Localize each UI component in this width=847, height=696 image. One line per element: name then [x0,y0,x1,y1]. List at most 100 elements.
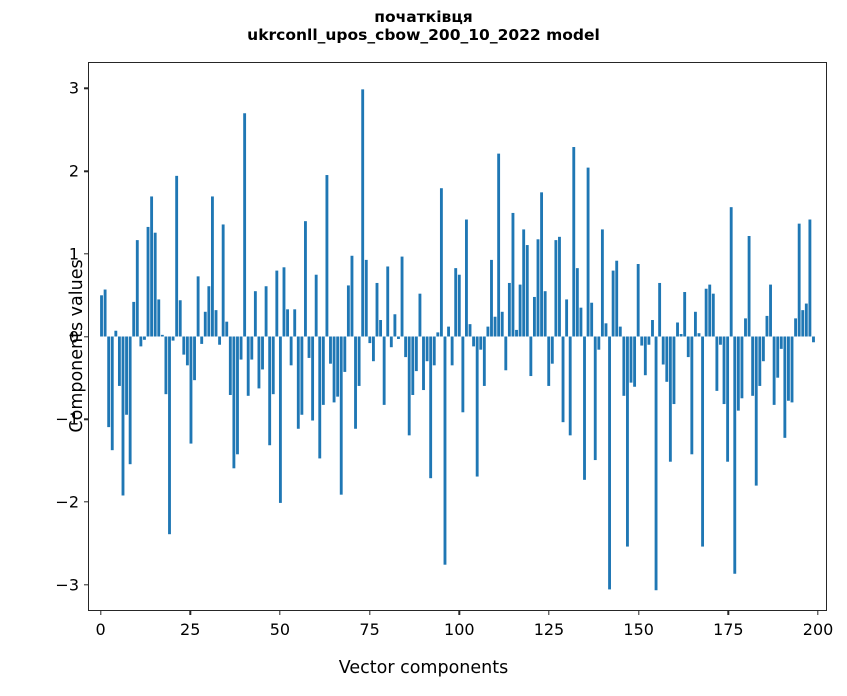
x-tick-mark [99,611,102,615]
bar [210,196,214,337]
bar [472,336,476,347]
bar [629,336,633,383]
bar [719,336,722,345]
bar [690,336,694,455]
bar [729,207,733,337]
x-tick-label: 100 [444,620,475,639]
bar [439,188,443,337]
bar [611,270,615,337]
bar [261,336,264,370]
chart-title-line-1: початківця [374,8,473,26]
bar [346,285,350,337]
bar [758,336,762,386]
bar [404,336,408,358]
bar [386,266,390,337]
bar [379,320,383,337]
bar [196,276,200,337]
bar [704,288,708,337]
bar [679,334,683,337]
bar [307,336,311,358]
bar [214,310,218,337]
bar [114,330,118,337]
bar [407,336,411,436]
x-tick-mark [637,611,640,615]
bar [189,336,193,444]
bar [357,336,361,386]
bar [804,303,808,337]
bar [754,336,758,486]
bar [221,224,225,337]
x-tick-mark [548,611,550,615]
bar [293,309,297,337]
bar [153,232,157,337]
bar [264,286,268,337]
bar [715,336,719,391]
bar [218,336,222,345]
bar [465,219,468,337]
bar [418,293,422,337]
bar [518,284,522,337]
x-tick-label: 75 [359,620,380,639]
bar [375,282,379,337]
bar [382,336,386,405]
x-tick-label: 125 [533,620,565,639]
bar [168,336,171,535]
bar [761,336,765,362]
bar [654,336,658,591]
bar [493,316,497,337]
bar [282,267,286,337]
bar [175,175,179,337]
bar [661,336,665,365]
bar [507,282,511,337]
bar [203,311,207,337]
x-tick-label: 175 [713,620,744,639]
bar [368,336,372,344]
bar [626,336,629,547]
bar [243,113,247,337]
bar [590,302,594,337]
bar [640,336,644,346]
bar [343,336,347,372]
bar [389,336,393,348]
bar [361,89,365,337]
bar [794,318,798,337]
bar [683,292,687,337]
bar [540,192,544,337]
bar [550,336,554,364]
bar [232,336,236,469]
x-tick-label: 200 [802,620,834,639]
bar [597,336,601,350]
bar [751,336,755,396]
bar [525,245,529,337]
bar [808,219,812,337]
x-tick-label: 25 [180,620,201,639]
bar [522,229,526,337]
bar [693,311,697,337]
bar [160,334,164,337]
bar [103,289,107,337]
bar-series [100,89,815,591]
bar [701,336,705,547]
bar [125,336,128,415]
bar [171,336,175,341]
bar [568,336,572,436]
bar [497,153,501,337]
bar [200,336,204,344]
bar [812,336,815,343]
bar [697,333,701,337]
bar [239,336,243,360]
bar [686,336,690,358]
bar [132,301,136,337]
x-tick-mark [368,611,371,615]
bar [289,336,293,366]
bar [436,332,440,337]
bar [615,260,619,337]
bar [193,336,196,381]
bar [225,321,229,337]
bar [268,336,272,446]
bar [658,282,662,337]
bar [271,336,275,395]
bar [318,336,322,459]
chart-title-line-2: ukrconll_upos_cbow_200_10_2022 model [247,26,600,45]
bar [150,196,154,337]
